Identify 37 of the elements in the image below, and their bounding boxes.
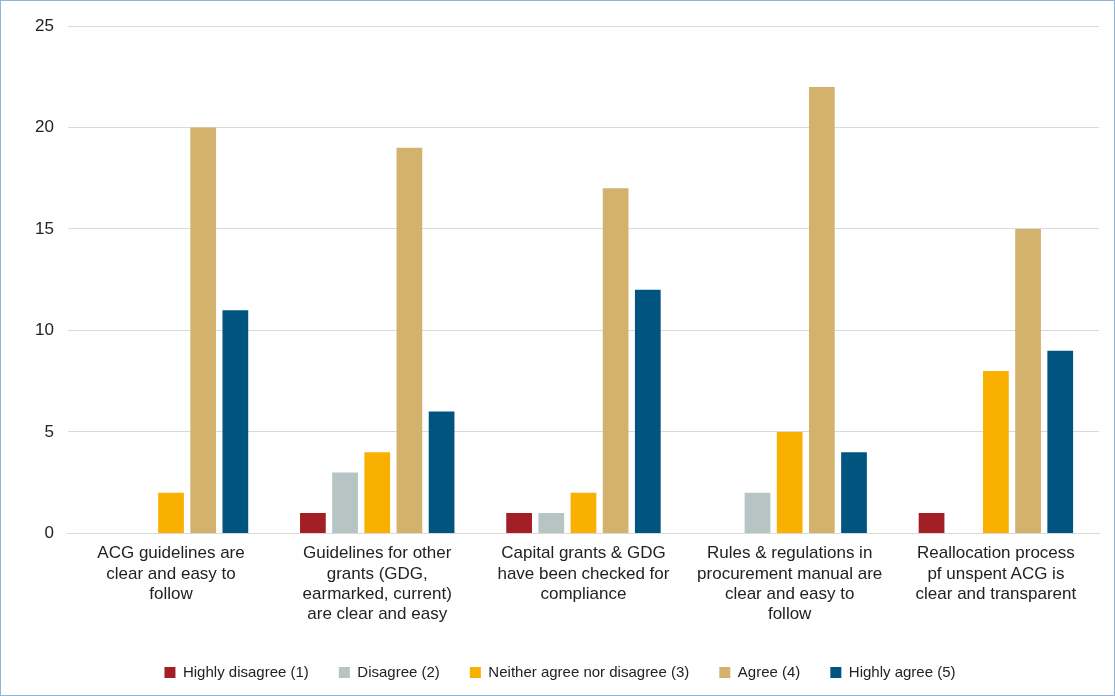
bar — [158, 492, 184, 533]
bar — [506, 513, 532, 533]
legend-label: Agree (4) — [737, 662, 801, 680]
x-tick-label: Reallocation process pf unspent ACG is clear and transparent — [915, 543, 1077, 604]
y-tick-label: 15 — [34, 218, 54, 238]
bar — [841, 452, 867, 533]
bar — [634, 289, 661, 533]
x-tick-label: Rules & regulations in procurement manual are clear and easy to follow — [697, 543, 883, 624]
bar — [396, 147, 423, 533]
bar — [983, 371, 1009, 533]
bar — [428, 411, 455, 533]
bar — [190, 127, 217, 533]
bar — [332, 472, 358, 533]
bar — [300, 513, 326, 533]
y-tick-label: 20 — [34, 117, 54, 137]
bar — [776, 431, 803, 533]
bar — [538, 513, 565, 533]
x-tick-label: Capital grants & GDG have been checked for compliance — [497, 543, 670, 604]
y-tick-label: 25 — [34, 15, 54, 35]
bar — [1015, 228, 1041, 533]
bar — [364, 452, 391, 533]
legend-label: Neither agree nor disagree (3) — [488, 662, 690, 680]
bar — [918, 513, 945, 533]
legend-label: Disagree (2) — [357, 662, 440, 680]
bar — [1047, 350, 1074, 533]
bar — [808, 86, 835, 533]
bar — [602, 188, 629, 533]
legend-label: Highly disagree (1) — [182, 662, 309, 680]
y-tick-label: 5 — [44, 421, 54, 441]
y-tick-label: 0 — [44, 523, 54, 543]
x-tick-label: Guidelines for other grants (GDG, earmarked, current) are clear and easy — [302, 543, 452, 624]
bar — [222, 310, 249, 533]
bar — [744, 492, 771, 533]
x-tick-label: ACG guidelines are clear and easy to follow — [97, 543, 245, 604]
legend-label: Highly agree (5) — [848, 662, 956, 680]
bar — [570, 492, 597, 533]
y-tick-label: 10 — [34, 320, 54, 340]
